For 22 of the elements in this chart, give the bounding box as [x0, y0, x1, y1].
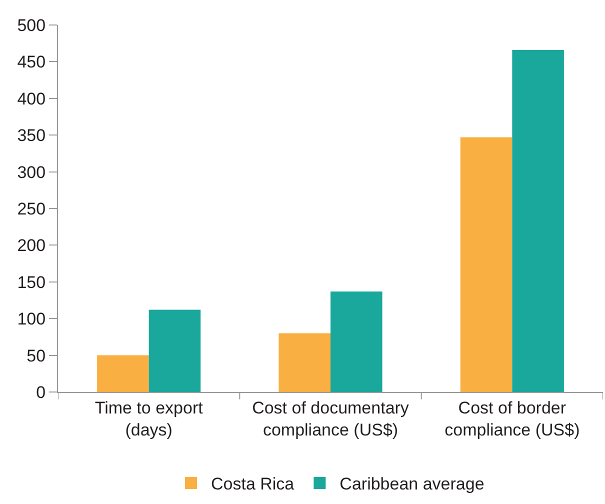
y-tick-label: 300	[17, 162, 46, 182]
bar	[278, 333, 330, 392]
bar	[148, 310, 201, 392]
bar	[512, 50, 564, 392]
bar	[97, 355, 149, 392]
x-tick-label: Cost of border compliance (US$)	[444, 398, 580, 440]
bar	[460, 137, 512, 392]
y-tick-label: 250	[17, 199, 46, 218]
y-tick-label: 400	[17, 89, 46, 108]
y-tick-label: 100	[17, 310, 46, 329]
y-tick-label: 350	[17, 126, 46, 146]
x-tick-label: Time to export (days)	[94, 398, 204, 440]
y-tick-label: 0	[36, 382, 46, 402]
bar	[330, 291, 382, 392]
y-tick-label: 200	[17, 236, 46, 256]
y-tick-label: 50	[26, 346, 46, 366]
x-tick-label: Cost of documentary compliance (US$)	[252, 398, 410, 440]
y-tick-label: 150	[17, 272, 46, 292]
y-tick-label: 450	[17, 52, 46, 72]
legend-label: Caribbean average	[340, 474, 484, 494]
y-tick-label: 500	[17, 16, 46, 35]
legend-label: Costa Rica	[211, 474, 295, 494]
